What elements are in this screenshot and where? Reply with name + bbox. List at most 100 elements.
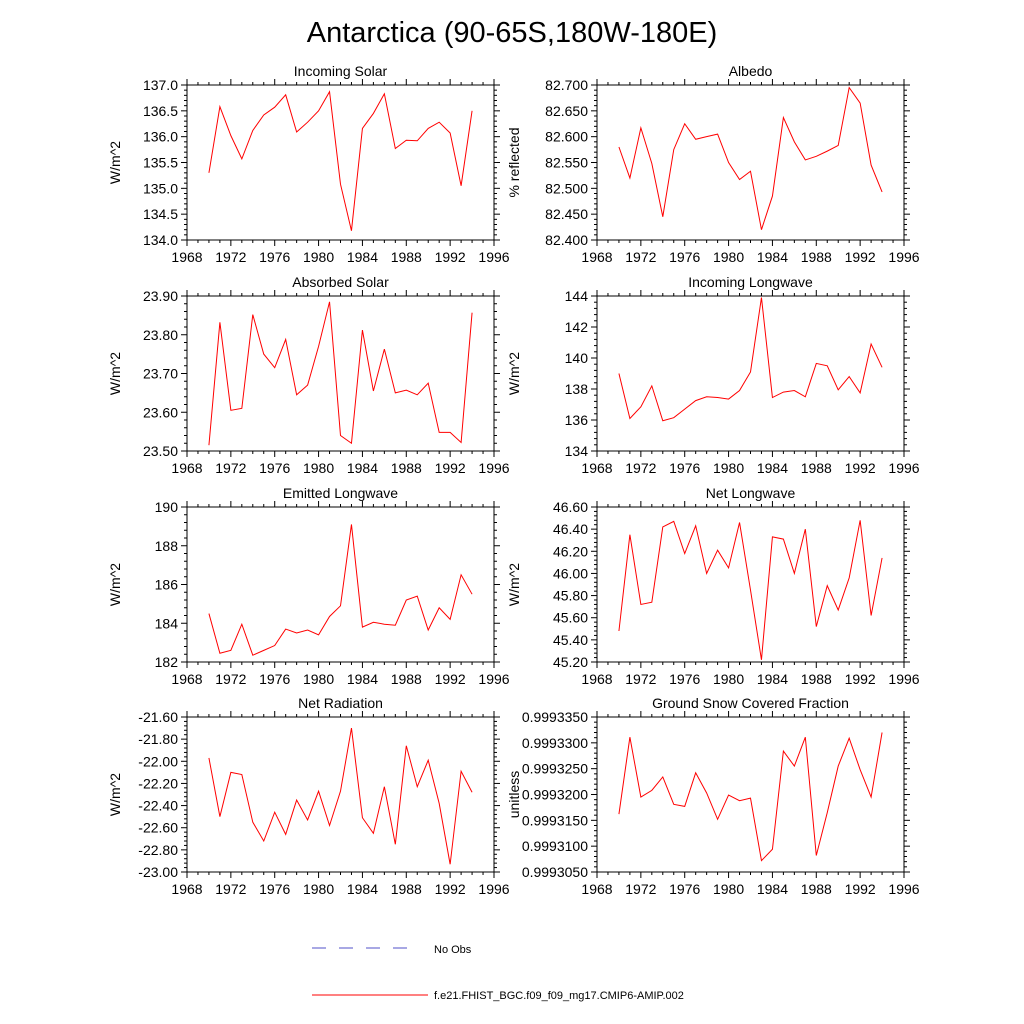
y-tick-label: 82.400: [545, 232, 588, 248]
y-tick-label: 0.9993200: [522, 787, 588, 803]
x-tick-label: 1988: [391, 671, 422, 687]
x-tick-label: 1976: [669, 881, 700, 897]
panel-title: Net Longwave: [706, 485, 796, 501]
x-tick-label: 1992: [845, 460, 876, 476]
x-tick-label: 1984: [347, 460, 378, 476]
panel-title: Incoming Solar: [294, 63, 388, 79]
series-line-model: [618, 86, 883, 230]
x-tick-label: 1984: [347, 671, 378, 687]
y-axis-label: W/m^2: [107, 773, 123, 816]
y-tick-label: -23.00: [138, 864, 178, 880]
series-line-model: [208, 727, 473, 865]
x-tick-label: 1976: [259, 881, 290, 897]
x-tick-label: 1968: [581, 460, 612, 476]
panel-title: Albedo: [729, 63, 773, 79]
plot-frame: [596, 295, 905, 452]
y-tick-label: 0.9993250: [522, 761, 588, 777]
y-axis-label: % reflected: [506, 127, 522, 197]
x-tick-label: 1996: [888, 249, 919, 265]
y-tick-label: 188: [155, 538, 179, 554]
panel-net-radiation: Net Radiation 1968 1972 1976 1980 1984 1988 199…: [107, 695, 510, 897]
x-tick-label: 1996: [888, 460, 919, 476]
x-tick-label: 1992: [435, 249, 466, 265]
plot-frame: [596, 716, 905, 873]
x-tick-label: 1984: [757, 249, 788, 265]
panel-title: Emitted Longwave: [283, 485, 398, 501]
plot-frame: [186, 84, 495, 241]
x-tick-label: 1972: [215, 671, 246, 687]
series-line-model: [618, 297, 883, 422]
y-tick-label: 82.550: [545, 155, 588, 171]
y-tick-label: -22.00: [138, 753, 178, 769]
series-line-model: [618, 732, 883, 862]
legend-label-model: f.e21.FHIST_BGC.f09_f09_mg17.CMIP6-AMIP.…: [434, 990, 684, 1002]
panel-incoming-solar: Incoming Solar 1968 1972 1976 1980 1984 1988 19…: [107, 63, 510, 265]
x-tick-label: 1972: [625, 881, 656, 897]
y-tick-label: 0.9993050: [522, 864, 588, 880]
legend-label-no-obs: No Obs: [434, 944, 472, 956]
x-tick-label: 1988: [801, 249, 832, 265]
panel-title: Absorbed Solar: [292, 274, 389, 290]
y-tick-label: 46.20: [553, 543, 588, 559]
x-tick-label: 1988: [801, 881, 832, 897]
y-tick-label: 0.9993300: [522, 735, 588, 751]
x-tick-label: 1980: [713, 249, 744, 265]
x-tick-label: 1976: [669, 249, 700, 265]
x-tick-label: 1976: [669, 460, 700, 476]
y-tick-label: 23.50: [143, 443, 178, 459]
y-axis-label: W/m^2: [107, 141, 123, 184]
y-axis-label: W/m^2: [107, 352, 123, 395]
x-tick-label: 1976: [259, 460, 290, 476]
x-tick-label: 1972: [625, 460, 656, 476]
y-axis-label: W/m^2: [506, 352, 522, 395]
y-tick-label: 45.40: [553, 632, 588, 648]
y-tick-label: -21.60: [138, 709, 178, 725]
y-axis-label: unitless: [506, 771, 522, 818]
y-tick-label: 82.500: [545, 180, 588, 196]
x-tick-label: 1976: [669, 671, 700, 687]
x-tick-label: 1976: [259, 249, 290, 265]
x-tick-label: 1988: [801, 671, 832, 687]
x-tick-label: 1968: [581, 671, 612, 687]
figure-title: Antarctica (90-65S,180W-180E): [307, 17, 718, 49]
y-tick-label: 0.9993350: [522, 709, 588, 725]
y-tick-label: 82.600: [545, 129, 588, 145]
x-tick-label: 1968: [581, 881, 612, 897]
plot-frame: [186, 295, 495, 452]
y-tick-label: 46.60: [553, 499, 588, 515]
x-tick-label: 1972: [215, 881, 246, 897]
x-tick-label: 1980: [713, 881, 744, 897]
y-tick-label: 186: [155, 577, 179, 593]
x-tick-label: 1984: [757, 671, 788, 687]
y-tick-label: 136: [565, 412, 589, 428]
x-tick-label: 1988: [391, 881, 422, 897]
y-tick-label: 140: [565, 350, 589, 366]
x-tick-label: 1980: [713, 671, 744, 687]
y-tick-label: 134.5: [143, 206, 178, 222]
series-line-model: [208, 301, 473, 446]
y-tick-label: 45.60: [553, 610, 588, 626]
y-tick-label: 184: [155, 615, 179, 631]
x-tick-label: 1980: [713, 460, 744, 476]
y-tick-label: 136.0: [143, 129, 178, 145]
y-tick-label: 82.650: [545, 103, 588, 119]
y-tick-label: 136.5: [143, 103, 178, 119]
x-tick-label: 1972: [215, 460, 246, 476]
y-tick-label: 135.0: [143, 180, 178, 196]
series-line-model: [208, 90, 473, 231]
y-tick-label: 45.20: [553, 654, 588, 670]
y-tick-label: 82.700: [545, 77, 588, 93]
x-tick-label: 1980: [303, 881, 334, 897]
y-tick-label: -22.80: [138, 842, 178, 858]
x-tick-label: 1968: [171, 671, 202, 687]
y-tick-label: -22.40: [138, 798, 178, 814]
x-tick-label: 1968: [171, 881, 202, 897]
x-tick-label: 1980: [303, 671, 334, 687]
y-tick-label: 23.90: [143, 288, 178, 304]
x-tick-label: 1980: [303, 460, 334, 476]
plot-frame: [186, 506, 495, 663]
y-tick-label: 137.0: [143, 77, 178, 93]
x-tick-label: 1988: [391, 460, 422, 476]
x-tick-label: 1996: [478, 671, 509, 687]
